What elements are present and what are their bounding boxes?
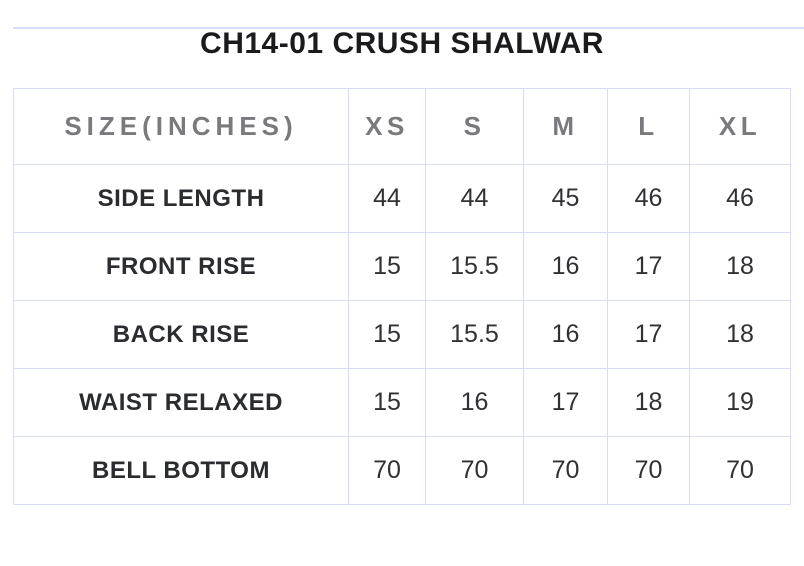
row-label: WAIST RELAXED — [13, 368, 349, 437]
table-row: BACK RISE 15 15.5 16 17 18 — [13, 300, 791, 369]
size-chart-header-row: SIZE(INCHES) XS S M L XL — [13, 88, 791, 165]
column-header-xs: XS — [348, 88, 426, 165]
row-label: SIDE LENGTH — [13, 164, 349, 233]
column-header-xl: XL — [689, 88, 791, 165]
table-row: SIDE LENGTH 44 44 45 46 46 — [13, 164, 791, 233]
size-value-cell: 19 — [689, 368, 791, 437]
size-value-cell: 46 — [607, 164, 690, 233]
size-value-cell: 17 — [607, 300, 690, 369]
size-value-cell: 18 — [689, 300, 791, 369]
size-value-cell: 16 — [523, 232, 608, 301]
size-value-cell: 17 — [607, 232, 690, 301]
size-chart-body: SIDE LENGTH 44 44 45 46 46 FRONT RISE 15 15.5 16 1… — [13, 164, 791, 505]
size-value-cell: 70 — [348, 436, 426, 505]
size-value-cell: 45 — [523, 164, 608, 233]
size-value-cell: 15.5 — [425, 300, 524, 369]
table-row: BELL BOTTOM 70 70 70 70 70 — [13, 436, 791, 505]
size-value-cell: 70 — [523, 436, 608, 505]
size-value-cell: 44 — [425, 164, 524, 233]
size-value-cell: 46 — [689, 164, 791, 233]
column-header-m: M — [523, 88, 608, 165]
size-value-cell: 70 — [689, 436, 791, 505]
row-label: BACK RISE — [13, 300, 349, 369]
size-value-cell: 18 — [607, 368, 690, 437]
size-value-cell: 16 — [425, 368, 524, 437]
column-header-s: S — [425, 88, 524, 165]
table-row: WAIST RELAXED 15 16 17 18 19 — [13, 368, 791, 437]
size-value-cell: 70 — [425, 436, 524, 505]
product-title: CH14-01 CRUSH SHALWAR — [200, 27, 604, 60]
size-value-cell: 15 — [348, 232, 426, 301]
row-label: FRONT RISE — [13, 232, 349, 301]
column-header-size-inches: SIZE(INCHES) — [13, 88, 349, 165]
column-header-l: L — [607, 88, 690, 165]
table-row: FRONT RISE 15 15.5 16 17 18 — [13, 232, 791, 301]
size-value-cell: 15 — [348, 368, 426, 437]
size-value-cell: 44 — [348, 164, 426, 233]
size-value-cell: 15 — [348, 300, 426, 369]
size-value-cell: 70 — [607, 436, 690, 505]
row-label: BELL BOTTOM — [13, 436, 349, 505]
size-chart-table: SIZE(INCHES) XS S M L XL SIDE LENGTH 44 44 45 46 4… — [13, 88, 791, 505]
size-value-cell: 18 — [689, 232, 791, 301]
size-value-cell: 17 — [523, 368, 608, 437]
size-value-cell: 15.5 — [425, 232, 524, 301]
top-divider-strip — [13, 27, 804, 29]
size-value-cell: 16 — [523, 300, 608, 369]
